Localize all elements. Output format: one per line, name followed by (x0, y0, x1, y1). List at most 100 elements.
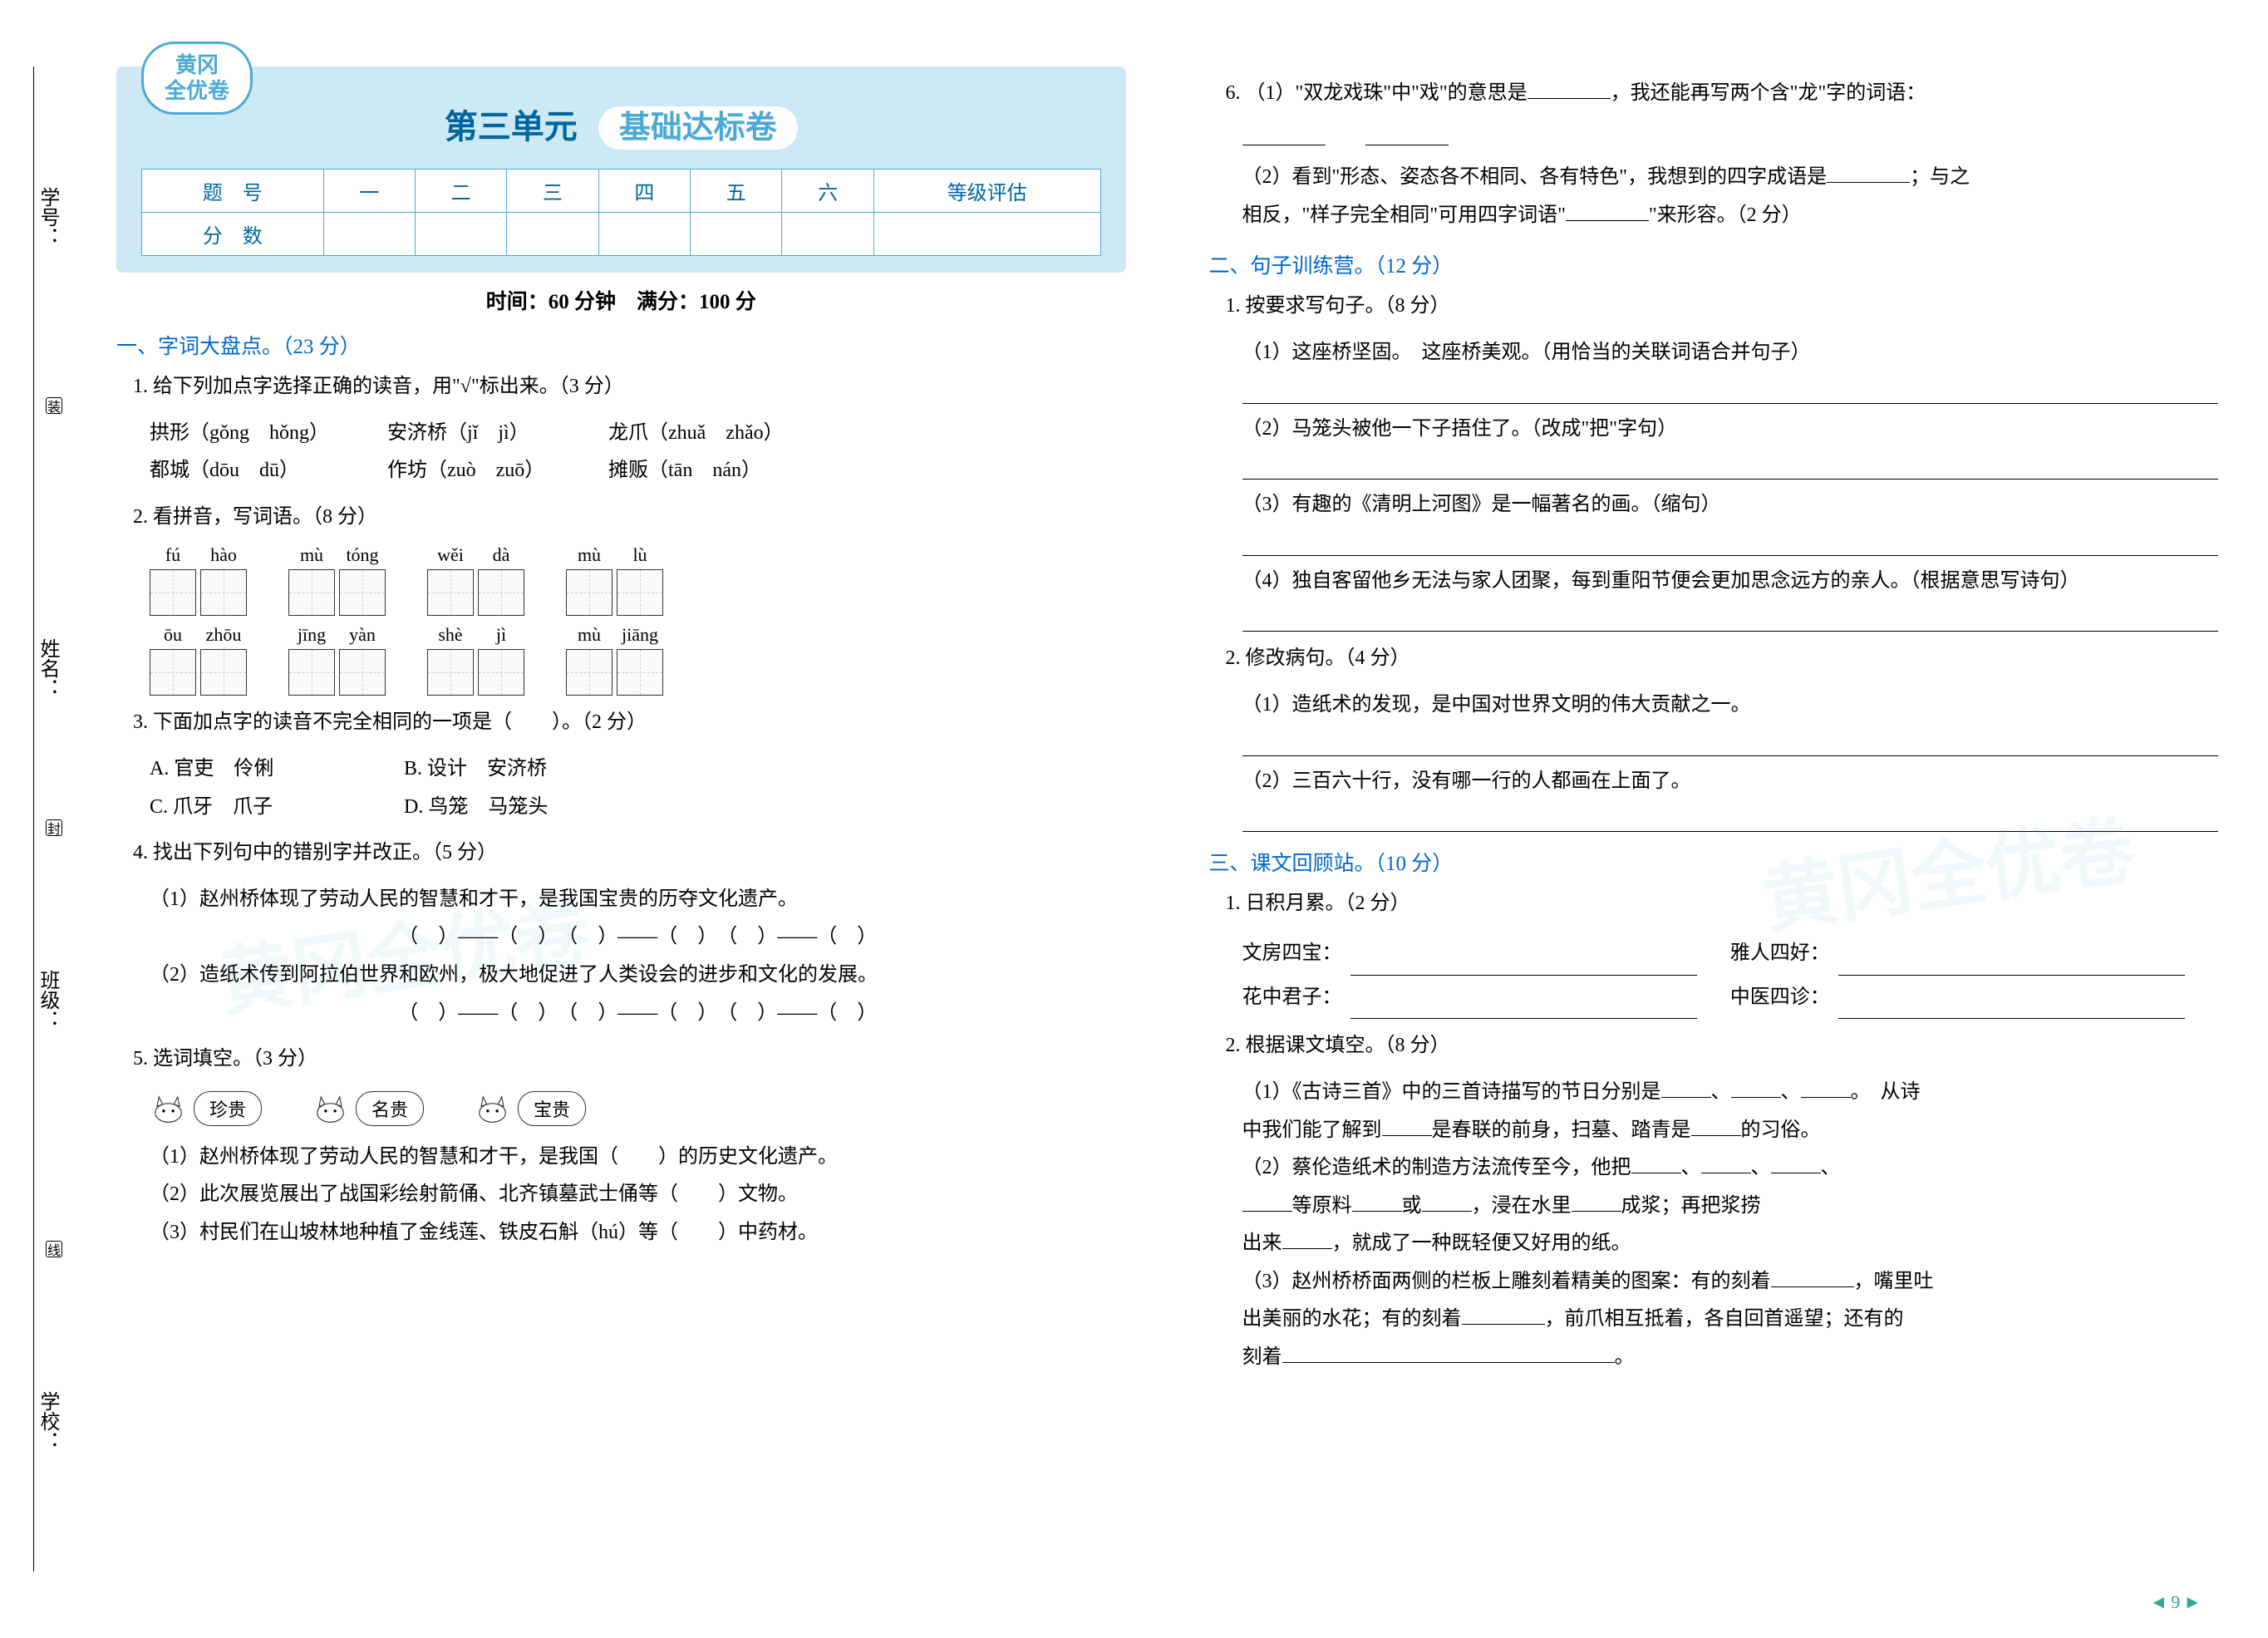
answer-line[interactable] (1242, 455, 2219, 480)
pinyin-label: jì (496, 624, 506, 646)
text: （1）《古诗三首》中的三首诗描写的节日分别是、、。 从诗 (1242, 1074, 2219, 1112)
char-box[interactable] (566, 649, 613, 696)
opt: 拱形（gǒng hǒng） (150, 415, 382, 453)
text: "来形容。（2 分） (1649, 204, 1802, 226)
t: ，浸在水里 (1472, 1195, 1572, 1217)
char-box[interactable] (200, 649, 247, 696)
pinyin-cell: hào (200, 544, 247, 616)
word-label: 名贵 (356, 1091, 424, 1126)
td[interactable] (323, 213, 415, 256)
blank[interactable] (1242, 123, 1326, 145)
t: 中我们能了解到 (1242, 1119, 1382, 1141)
char-box[interactable] (150, 649, 196, 696)
char-box[interactable] (566, 569, 613, 616)
blank[interactable] (1838, 932, 2185, 976)
answer-line[interactable] (1242, 607, 2219, 632)
td[interactable] (507, 213, 598, 256)
t: （1）《古诗三首》中的三首诗描写的节日分别是 (1242, 1081, 1661, 1103)
answer-line[interactable] (1242, 379, 2219, 404)
td[interactable] (691, 213, 782, 256)
pinyin-cell: fú (150, 544, 196, 616)
pinyin-cell: mù (288, 544, 335, 616)
opt: 龙爪（zhuǎ zhǎo） (608, 422, 784, 444)
cat-icon (312, 1092, 349, 1125)
blank[interactable] (1282, 1227, 1332, 1249)
char-box[interactable] (478, 649, 524, 696)
answer-line[interactable] (1242, 531, 2219, 556)
blank[interactable] (1282, 1341, 1615, 1363)
blank[interactable] (1701, 1152, 1751, 1173)
th: 二 (415, 170, 506, 213)
unit-text: 第三单元 (445, 108, 578, 145)
q1-stem: 1. 日积月累。（2 分） (1226, 885, 2219, 923)
blank[interactable] (1771, 1152, 1821, 1173)
blank[interactable] (1572, 1189, 1621, 1211)
blank[interactable] (1838, 976, 2185, 1020)
t: （2）蔡伦造纸术的制造方法流传至今，他把 (1242, 1157, 1631, 1178)
answer-line[interactable] (1242, 731, 2219, 756)
blank[interactable] (1827, 161, 1910, 183)
char-box[interactable] (427, 569, 474, 616)
answer-line[interactable] (1242, 807, 2219, 832)
cat-icon (474, 1092, 511, 1125)
char-box[interactable] (339, 569, 386, 616)
q4-corr[interactable]: （ ）——（ ） （ ）——（ ） （ ）——（ ） (150, 995, 1126, 1033)
td[interactable] (415, 213, 506, 256)
blank[interactable] (1661, 1076, 1711, 1098)
blank[interactable] (1350, 932, 1697, 976)
q4-corr[interactable]: （ ）——（ ） （ ）——（ ） （ ）——（ ） (150, 918, 1126, 957)
cat-item: 名贵 (312, 1091, 424, 1126)
blank[interactable] (1462, 1303, 1545, 1325)
char-box[interactable] (617, 569, 663, 616)
td[interactable] (782, 213, 873, 256)
blank[interactable] (1771, 1265, 1854, 1286)
q4-stem: 4. 找出下列句中的错别字并改正。（5 分） (133, 834, 1126, 873)
pinyin-label: dà (493, 544, 510, 566)
blank[interactable] (1365, 123, 1449, 145)
t: ，嘴里吐 (1854, 1271, 1934, 1292)
char-box[interactable] (200, 569, 247, 616)
t: 。 从诗 (1851, 1081, 1921, 1103)
q5-stem: 5. 选词填空。（3 分） (133, 1040, 1126, 1079)
blank[interactable] (1382, 1114, 1432, 1135)
opt-c: C. 爪牙 爪子 (150, 789, 399, 827)
pinyin-cell: zhōu (200, 624, 247, 696)
pinyin-label: yàn (349, 624, 376, 646)
char-box[interactable] (288, 569, 335, 616)
char-box[interactable] (339, 649, 386, 696)
blank[interactable] (1528, 77, 1611, 99)
q1-stem: 1. 给下列加点字选择正确的读音，用"√"标出来。（3 分） (133, 368, 1126, 406)
opt-b: B. 设计 安济桥 (404, 758, 547, 780)
blank[interactable] (1691, 1114, 1741, 1135)
q5-s3: （3）村民们在山坡林地种植了金线莲、铁皮石斛（hú）等（ ）中药材。 (150, 1214, 1126, 1252)
blank[interactable] (1731, 1076, 1781, 1098)
blank[interactable] (1352, 1189, 1402, 1211)
pinyin-group: fúhào (150, 544, 247, 616)
pinyin-group: mùlù (566, 544, 663, 616)
char-box[interactable] (288, 649, 335, 696)
char-box[interactable] (478, 569, 524, 616)
char-box[interactable] (617, 649, 663, 696)
char-box[interactable] (427, 649, 474, 696)
blank[interactable] (1422, 1189, 1472, 1211)
score-table: 题 号 一 二 三 四 五 六 等级评估 分 数 (141, 169, 1101, 256)
char-box[interactable] (150, 569, 196, 616)
td[interactable] (873, 213, 1100, 256)
text: ，我还能再写两个含"龙"字的词语： (1611, 82, 1926, 104)
t: 或 (1402, 1195, 1422, 1217)
blank[interactable] (1566, 199, 1649, 220)
blank[interactable] (1801, 1076, 1851, 1098)
pinyin-cell: yàn (339, 624, 386, 696)
cat-item: 宝贵 (474, 1091, 586, 1126)
text: （3）赵州桥桥面两侧的栏板上雕刻着精美的图案：有的刻着，嘴里吐 (1242, 1263, 2219, 1301)
blank[interactable] (1242, 1189, 1292, 1211)
blank[interactable] (1631, 1152, 1681, 1173)
t: 的习俗。 (1741, 1119, 1821, 1141)
q6-line (1242, 121, 2219, 160)
blank[interactable] (1350, 976, 1697, 1020)
text: （3）有趣的《清明上河图》是一幅著名的画。（缩句） (1242, 486, 2219, 524)
td[interactable] (598, 213, 690, 256)
table-row: 分 数 (142, 213, 1101, 256)
th: 等级评估 (873, 170, 1100, 213)
pinyin-group: mùtóng (288, 544, 386, 616)
